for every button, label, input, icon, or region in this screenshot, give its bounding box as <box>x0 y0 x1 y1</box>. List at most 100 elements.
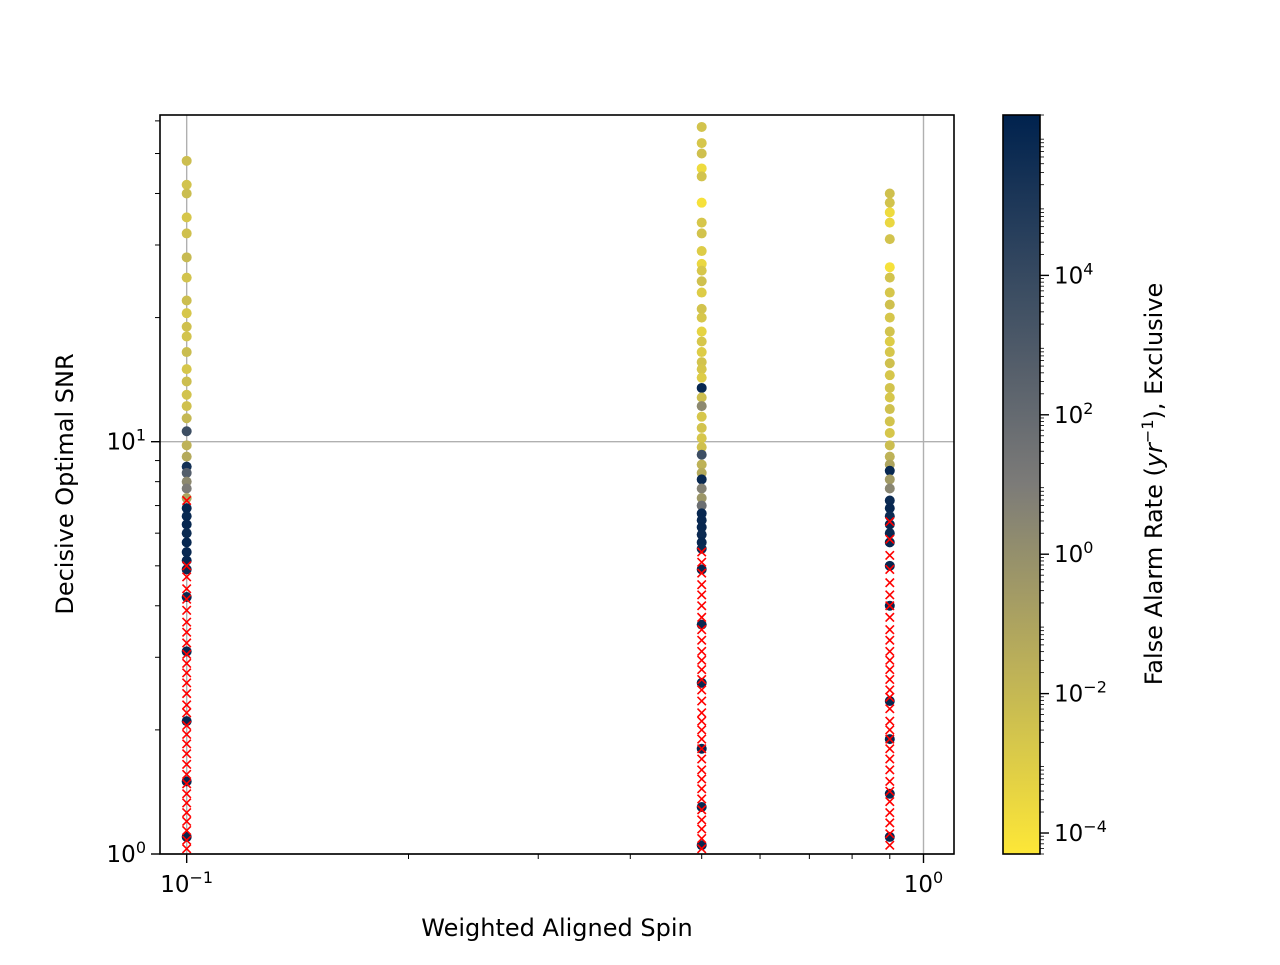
scatter-point <box>696 336 707 347</box>
data-points <box>181 121 895 854</box>
scatter-point <box>696 392 707 403</box>
x-marker-stroke <box>885 725 895 735</box>
x-marker-stroke <box>181 572 192 582</box>
colorbar-tick-label-exp: 0 <box>1083 538 1093 557</box>
scatter-point <box>696 372 707 383</box>
scatter-point <box>696 474 707 485</box>
x-marker-stroke <box>885 577 895 588</box>
x-marker <box>181 807 192 818</box>
plot-frame <box>159 114 955 855</box>
x-marker <box>181 769 192 780</box>
x-marker <box>181 594 192 604</box>
x-marker-stroke <box>696 794 707 804</box>
scatter-point <box>696 401 707 412</box>
x-marker <box>181 700 192 710</box>
x-marker-stroke <box>696 685 707 695</box>
x-marker <box>696 708 707 718</box>
x-marker-stroke <box>696 635 707 645</box>
colorbar <box>1003 115 1040 854</box>
scatter-point <box>181 331 192 342</box>
x-marker <box>696 794 707 804</box>
y-axis-label: Decisive Optimal SNR <box>51 353 79 614</box>
x-marker-stroke <box>181 788 192 799</box>
x-marker <box>885 692 895 703</box>
scatter-point <box>884 416 895 427</box>
scatter-point <box>884 347 895 358</box>
x-marker-stroke <box>885 646 895 657</box>
scatter-point <box>181 321 192 332</box>
x-marker-stroke <box>696 805 707 815</box>
colorbar-tick-label-base: 10 <box>1054 821 1083 847</box>
scatter-point <box>696 364 707 375</box>
x-marker-stroke <box>181 807 192 818</box>
x-marker <box>885 655 895 666</box>
scatter-point <box>181 179 192 190</box>
x-axis-ticks: 10−1 100 <box>160 854 943 898</box>
x-marker-stroke <box>181 825 192 836</box>
scatter-point <box>696 411 707 422</box>
x-marker <box>885 796 895 807</box>
scatter-point <box>884 370 895 381</box>
x-marker <box>696 664 707 675</box>
x-marker-stroke <box>181 594 192 604</box>
x-marker <box>696 743 707 754</box>
scatter-point <box>696 802 707 813</box>
scatter-point <box>181 519 192 530</box>
scatter-point <box>181 272 192 283</box>
x-marker <box>696 579 707 590</box>
x-marker-stroke <box>181 668 192 678</box>
scatter-point <box>696 246 707 257</box>
scatter-point <box>884 312 895 323</box>
scatter-point <box>884 326 895 337</box>
x-marker-stroke <box>181 649 192 660</box>
x-marker <box>696 646 707 657</box>
scatter-point <box>696 500 707 511</box>
x-marker <box>696 725 707 735</box>
x-marker <box>181 495 192 506</box>
scatter-point <box>696 326 707 337</box>
y-tick-label: 101 <box>107 425 146 456</box>
y-tick-label-base: 10 <box>107 842 136 868</box>
scatter-point <box>181 347 192 358</box>
scatter-point <box>181 212 192 223</box>
scatter-point <box>696 433 707 444</box>
plot-background <box>160 115 954 854</box>
scatter-point <box>884 188 895 199</box>
scatter-point <box>181 364 192 375</box>
x-marker <box>696 655 707 666</box>
colorbar-tick-label-exp: 2 <box>1083 398 1093 417</box>
scatter-point <box>181 592 192 603</box>
colorbar-tick-label-base: 10 <box>1054 403 1083 429</box>
x-marker <box>696 590 707 600</box>
colorbar-tick-label: 10−2 <box>1054 677 1107 708</box>
scatter-point <box>884 537 895 548</box>
y-tick-label-exp: 0 <box>136 838 146 857</box>
x-marker-stroke <box>696 547 707 557</box>
scatter-point <box>181 401 192 412</box>
x-marker <box>696 547 707 557</box>
x-marker-stroke <box>696 674 707 685</box>
x-marker <box>885 807 895 818</box>
x-marker <box>181 649 192 660</box>
x-marker <box>696 612 707 623</box>
scatter-point <box>181 376 192 387</box>
x-tick-label-exp: 0 <box>933 868 943 887</box>
colorbar-label-suffix: ), Exclusive <box>1140 283 1168 420</box>
scatter-point <box>884 451 895 462</box>
x-marker-stroke <box>885 716 895 726</box>
colorbar-tick-label-exp: 4 <box>1083 259 1093 278</box>
colorbar-tick-label: 100 <box>1054 538 1093 569</box>
scatter-point <box>884 234 895 245</box>
scatter-point <box>884 217 895 228</box>
x-marker <box>696 783 707 794</box>
scatter-point <box>696 529 707 540</box>
scatter-point <box>696 493 707 504</box>
x-marker-stroke <box>696 655 707 666</box>
x-marker-stroke <box>696 815 707 825</box>
x-marker-stroke <box>181 759 192 770</box>
x-marker-stroke <box>181 708 192 718</box>
x-marker <box>181 729 192 740</box>
x-marker-stroke <box>696 664 707 675</box>
